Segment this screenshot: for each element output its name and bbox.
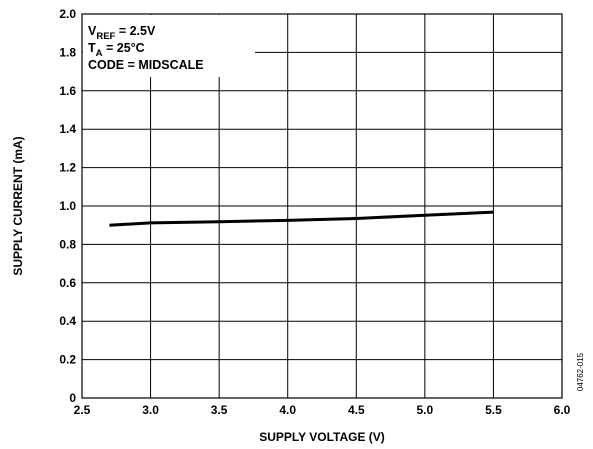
y-tick-label: 0.8: [59, 237, 76, 251]
y-tick-label: 1.2: [59, 161, 76, 175]
x-axis-title: SUPPLY VOLTAGE (V): [259, 430, 385, 444]
annotation-line: CODE = MIDSCALE: [88, 58, 204, 72]
y-tick-label: 2.0: [59, 7, 76, 21]
x-tick-label: 3.0: [142, 403, 159, 417]
y-axis-title: SUPPLY CURRENT (mA): [11, 136, 25, 275]
annotation-box: [83, 15, 255, 77]
x-tick-label: 5.0: [417, 403, 434, 417]
figure-id: 04762-015: [576, 352, 585, 391]
x-tick-label: 2.5: [74, 403, 91, 417]
y-tick-label: 1.8: [59, 45, 76, 59]
plot-frame: [81, 13, 563, 399]
x-axis-ticks: 2.5 3.0 3.5 4.0 4.5 5.0 5.5 6.0: [74, 403, 571, 417]
grid-lines: [82, 14, 562, 398]
y-tick-label: 1.6: [59, 84, 76, 98]
series-layer: [109, 210, 494, 227]
y-tick-label: 1.4: [59, 122, 76, 136]
y-tick-label: 1.0: [59, 199, 76, 213]
annotation-line: VREF = 2.5V: [88, 24, 156, 42]
annotation-line: TA = 25°C: [88, 41, 145, 59]
y-tick-label: 0.6: [59, 276, 76, 290]
y-tick-label: 0: [69, 391, 76, 405]
x-tick-label: 5.5: [485, 403, 502, 417]
x-tick-label: 6.0: [554, 403, 571, 417]
y-tick-label: 0.2: [59, 353, 76, 367]
x-tick-label: 4.5: [348, 403, 365, 417]
y-tick-label: 0.4: [59, 314, 76, 328]
x-tick-label: 3.5: [211, 403, 228, 417]
y-axis-ticks: 0 0.2 0.4 0.6 0.8 1.0 1.2 1.4 1.6 1.8 2.0: [59, 7, 76, 405]
x-tick-label: 4.0: [279, 403, 296, 417]
series-line: [109, 210, 494, 227]
